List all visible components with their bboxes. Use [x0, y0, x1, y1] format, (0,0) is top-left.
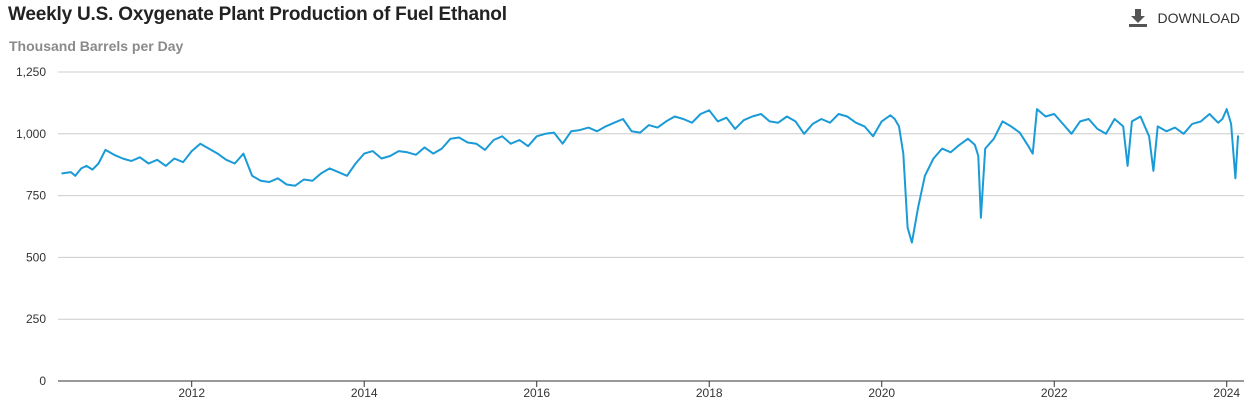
x-tick-label: 2024 — [1213, 386, 1240, 400]
y-tick-label: 0 — [39, 374, 46, 388]
x-tick-label: 2018 — [696, 386, 723, 400]
x-tick-label: 2012 — [178, 386, 205, 400]
y-tick-label: 1,250 — [16, 65, 46, 79]
y-tick-label: 250 — [26, 312, 46, 326]
x-tick-label: 2020 — [868, 386, 895, 400]
series-line — [61, 108, 1239, 244]
chart-title: Weekly U.S. Oxygenate Plant Production o… — [8, 4, 507, 25]
y-tick-label: 1,000 — [16, 127, 46, 141]
y-tick-label: 750 — [26, 189, 46, 203]
y-tick-label: 500 — [26, 250, 46, 264]
download-icon — [1128, 9, 1147, 27]
y-axis-label: Thousand Barrels per Day — [9, 38, 184, 54]
download-button[interactable]: DOWNLOAD — [1128, 8, 1240, 28]
x-tick-label: 2016 — [523, 386, 550, 400]
download-label: DOWNLOAD — [1157, 10, 1240, 26]
x-tick-label: 2022 — [1041, 386, 1068, 400]
x-tick-label: 2014 — [351, 386, 378, 400]
